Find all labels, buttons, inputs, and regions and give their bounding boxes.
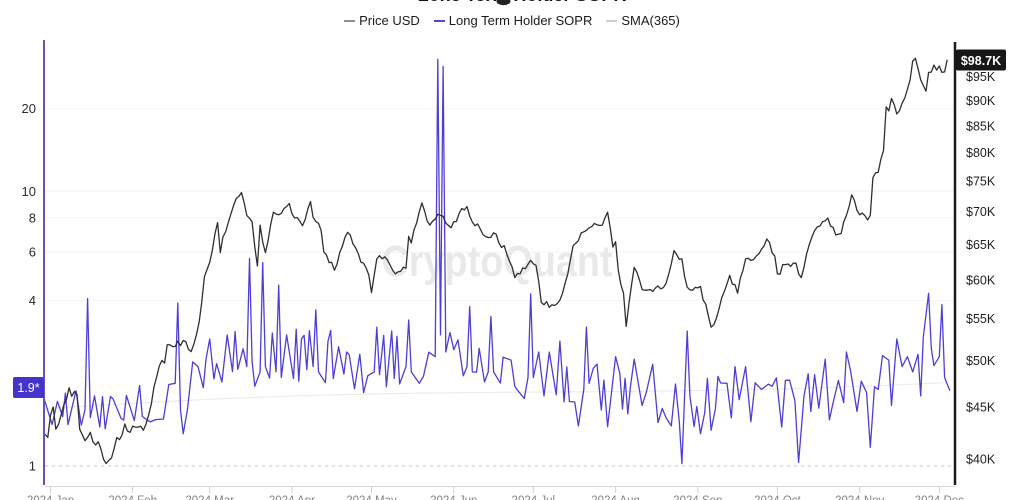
svg-text:$80K: $80K — [966, 146, 996, 160]
svg-text:2024 Mar: 2024 Mar — [185, 495, 234, 500]
svg-text:2024 Nov: 2024 Nov — [835, 495, 884, 500]
svg-text:CryptoQuant: CryptoQuant — [381, 236, 612, 285]
svg-text:$85K: $85K — [966, 119, 996, 133]
svg-text:2024 Sep: 2024 Sep — [673, 495, 722, 500]
svg-text:6: 6 — [29, 245, 36, 260]
svg-text:$90K: $90K — [966, 94, 996, 108]
svg-text:2024 Aug: 2024 Aug — [591, 495, 640, 500]
svg-text:$50K: $50K — [966, 354, 996, 368]
svg-text:$95K: $95K — [966, 70, 996, 84]
svg-text:2024 Jul: 2024 Jul — [512, 495, 555, 500]
svg-text:10: 10 — [22, 184, 36, 199]
svg-text:$55K: $55K — [966, 312, 996, 326]
svg-text:2024 Feb: 2024 Feb — [108, 495, 157, 500]
svg-text:1.9*: 1.9* — [17, 381, 39, 395]
svg-text:2024 May: 2024 May — [346, 495, 397, 500]
svg-text:4: 4 — [29, 293, 36, 308]
svg-text:$40K: $40K — [966, 453, 996, 467]
svg-text:$98.7K: $98.7K — [961, 54, 1001, 68]
svg-text:2024 Apr: 2024 Apr — [269, 495, 315, 500]
svg-text:2024 Jan: 2024 Jan — [27, 495, 74, 500]
svg-text:$65K: $65K — [966, 238, 996, 252]
svg-text:8: 8 — [29, 210, 36, 225]
svg-text:20: 20 — [22, 101, 36, 116]
svg-text:$45K: $45K — [966, 401, 996, 415]
svg-text:2024 Oct: 2024 Oct — [754, 495, 801, 500]
svg-text:$75K: $75K — [966, 175, 996, 189]
svg-text:$70K: $70K — [966, 205, 996, 219]
svg-text:2024 Dec: 2024 Dec — [915, 495, 964, 500]
svg-text:2024 Jun: 2024 Jun — [430, 495, 477, 500]
svg-text:1: 1 — [29, 459, 36, 474]
svg-text:$60K: $60K — [966, 273, 996, 287]
